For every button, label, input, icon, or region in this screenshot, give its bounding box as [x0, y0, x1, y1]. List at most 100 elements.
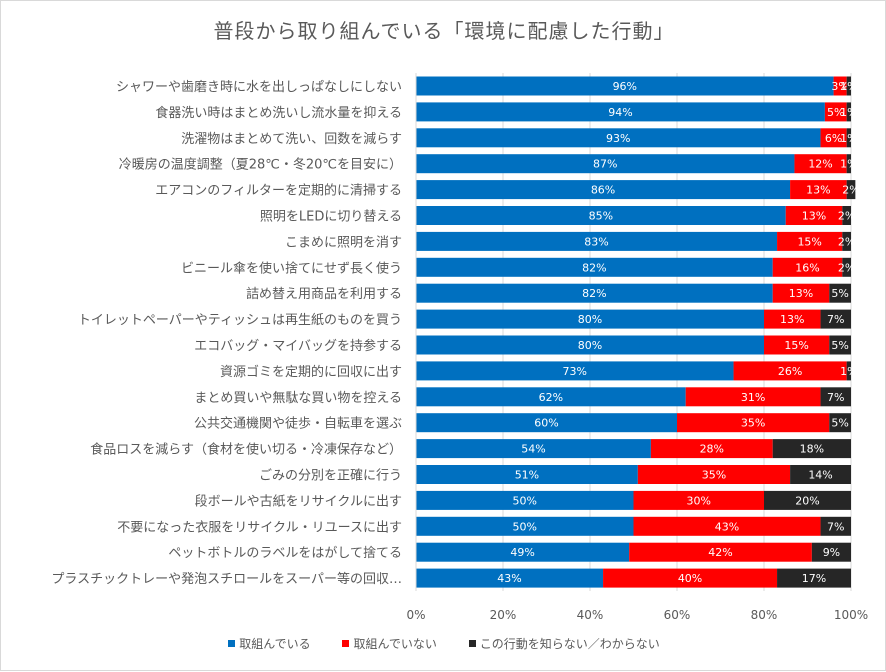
data-label: 42% — [708, 546, 732, 559]
data-label: 7% — [827, 313, 844, 326]
bar-segment — [846, 76, 851, 96]
bar-segment — [764, 335, 830, 355]
data-label: 40% — [678, 572, 702, 585]
data-label: 20% — [795, 494, 819, 507]
data-label: 18% — [800, 443, 824, 456]
bar-segment — [764, 490, 851, 510]
bar-segment — [416, 257, 773, 277]
bar-segment — [416, 283, 773, 303]
bar-segment — [829, 283, 851, 303]
bar-segment — [846, 102, 851, 122]
bar-segment — [629, 542, 812, 562]
legend-label-series-3: この行動を知らない／わからない — [479, 637, 660, 651]
data-label: 12% — [808, 158, 832, 171]
legend-label-series-2: 取組んでいない — [353, 637, 437, 651]
data-label: 17% — [802, 572, 826, 585]
bar-segment — [772, 439, 851, 459]
data-label: 49% — [510, 546, 534, 559]
bar-segment — [416, 542, 630, 562]
data-label: 31% — [741, 391, 765, 404]
category-label: まとめ買いや無駄な買い物を控える — [194, 391, 402, 406]
category-label: プラスチックトレーや発泡スチロールをスーパー等の回収… — [51, 571, 402, 587]
data-label: 26% — [778, 365, 802, 378]
category-label: こまめに照明を消す — [285, 235, 402, 250]
bar-segment — [603, 568, 778, 588]
x-tick-label: 0% — [406, 608, 425, 622]
bar-segment — [820, 387, 851, 407]
category-label: 資源ゴミを定期的に回収に出す — [220, 364, 402, 380]
bar-segment — [777, 231, 843, 251]
bar-segment — [416, 568, 604, 588]
data-label: 5% — [827, 106, 844, 119]
data-label: 9% — [823, 546, 840, 559]
x-tick-label: 60% — [664, 608, 691, 622]
bar-segment — [790, 465, 851, 484]
chart-title: 普段から取り組んでいる「環境に配慮した行動」 — [213, 19, 675, 43]
bar-segment — [846, 180, 856, 200]
data-label: 1% — [840, 132, 857, 145]
category-label: エアコンのフィルターを定期的に清掃する — [155, 183, 402, 199]
data-label: 3% — [831, 80, 848, 93]
data-label: 50% — [513, 520, 537, 533]
category-label: トイレットペーパーやティッシュは再生紙のものを買う — [78, 313, 402, 328]
data-label: 93% — [606, 132, 630, 145]
legend-item-series-2: 取組んでいない — [342, 635, 437, 652]
legend-swatch-series-1 — [228, 640, 236, 647]
data-label: 94% — [608, 106, 632, 119]
data-label: 1% — [840, 80, 857, 93]
bar-segment — [733, 361, 847, 381]
bar-segment — [790, 180, 847, 200]
bar-segment — [842, 257, 851, 277]
data-label: 82% — [582, 261, 606, 274]
data-label: 6% — [825, 132, 842, 145]
category-label: ビニール傘を使い捨てにせず長く使う — [181, 260, 402, 276]
data-label: 1% — [840, 158, 857, 171]
data-label: 16% — [795, 261, 819, 274]
bar-segment — [842, 231, 851, 251]
data-label: 5% — [831, 287, 848, 300]
bar-segment — [416, 490, 634, 510]
bar-segment — [820, 128, 847, 148]
category-label: 食品ロスを減らす（食材を使い切る・冷凍保存など） — [90, 442, 402, 458]
legend-label-series-1: 取組んでいる — [239, 637, 311, 651]
data-label: 15% — [784, 339, 808, 352]
bar-segment — [846, 154, 851, 174]
bar-segment — [416, 413, 677, 433]
data-label: 14% — [808, 469, 832, 482]
category-label: 冷暖房の温度調整（夏28℃・冬20℃を目安に） — [119, 157, 402, 173]
data-label: 62% — [539, 391, 563, 404]
bar-segment — [820, 516, 851, 536]
category-label: 洗濯物はまとめて洗い、回数を減らす — [181, 131, 402, 147]
data-label: 5% — [831, 339, 848, 352]
data-label: 13% — [802, 210, 826, 223]
data-label: 43% — [715, 520, 739, 533]
data-label: 1% — [840, 365, 857, 378]
bar-segment — [633, 516, 821, 536]
x-tick-label: 20% — [490, 608, 517, 622]
data-label: 73% — [563, 365, 587, 378]
bar-segment — [416, 180, 791, 200]
bar-segment — [842, 206, 851, 225]
bar-segment — [833, 76, 847, 96]
bar-segment — [677, 413, 830, 433]
data-label: 43% — [497, 572, 521, 585]
bar-segment — [764, 309, 821, 329]
category-label: ごみの分別を正確に行う — [259, 468, 402, 484]
bar-segment — [811, 542, 851, 562]
bar-segment — [416, 128, 821, 148]
data-label: 96% — [613, 80, 637, 93]
bar-segment — [416, 102, 825, 122]
data-label: 87% — [593, 158, 617, 171]
data-label: 80% — [578, 339, 602, 352]
data-label: 86% — [591, 184, 615, 197]
data-label: 82% — [582, 287, 606, 300]
legend-swatch-series-3 — [468, 640, 476, 647]
legend: 取組んでいる 取組んでいない この行動を知らない／わからない — [1, 635, 886, 652]
category-label: 照明をLEDに切り替える — [260, 210, 402, 225]
data-label: 2% — [838, 235, 855, 248]
bar-segment — [650, 439, 773, 459]
legend-item-series-1: 取組んでいる — [228, 635, 311, 652]
x-tick-label: 40% — [577, 608, 604, 622]
data-label: 2% — [838, 261, 855, 274]
